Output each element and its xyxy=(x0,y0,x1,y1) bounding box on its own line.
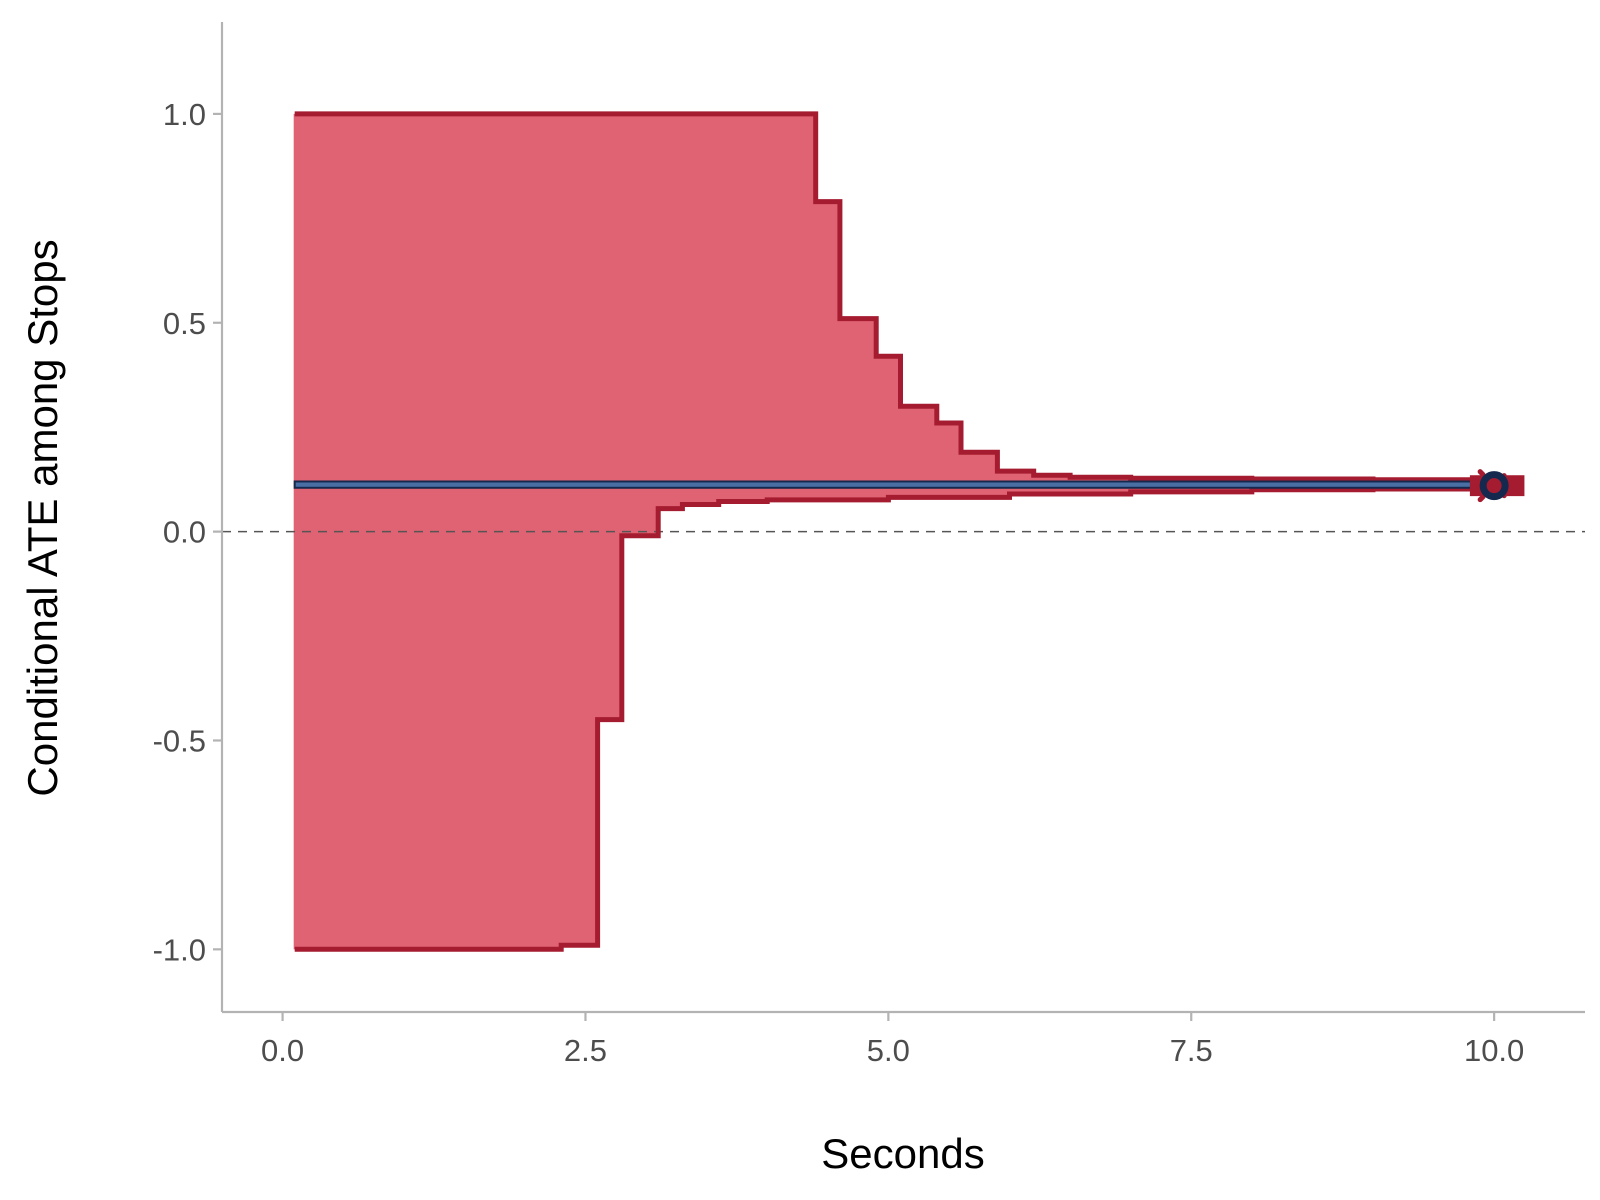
x-tick-label: 2.5 xyxy=(564,1033,607,1068)
axes: 0.0 2.5 5.0 7.5 10.0 -1.0 -0.5 0.0 0.5 1.0 xyxy=(153,22,1585,1068)
y-tick-label: 1.0 xyxy=(163,97,206,132)
y-axis-title: Conditional ATE among Stops xyxy=(19,239,66,796)
y-ticks: -1.0 -0.5 0.0 0.5 1.0 xyxy=(153,97,222,967)
bounds-band-fill xyxy=(294,113,1495,950)
y-tick-label: 0.0 xyxy=(163,515,206,550)
y-tick-label: -1.0 xyxy=(153,932,206,967)
upper-bound-line xyxy=(294,111,1497,483)
endpoint-estimate-center xyxy=(1490,481,1499,490)
lower-bound-line xyxy=(294,486,1497,952)
x-tick-label: 7.5 xyxy=(1170,1033,1213,1068)
x-tick-label: 0.0 xyxy=(261,1033,304,1068)
y-tick-label: 0.5 xyxy=(163,306,206,341)
x-ticks: 0.0 2.5 5.0 7.5 10.0 xyxy=(261,1012,1524,1068)
estimate-band xyxy=(293,480,1496,489)
endpoint-estimate-marker xyxy=(1479,471,1509,501)
x-axis-title: Seconds xyxy=(821,1130,984,1177)
plot-area xyxy=(222,111,1585,952)
x-tick-label: 5.0 xyxy=(867,1033,910,1068)
y-tick-label: -0.5 xyxy=(153,723,206,758)
x-tick-label: 10.0 xyxy=(1464,1033,1524,1068)
